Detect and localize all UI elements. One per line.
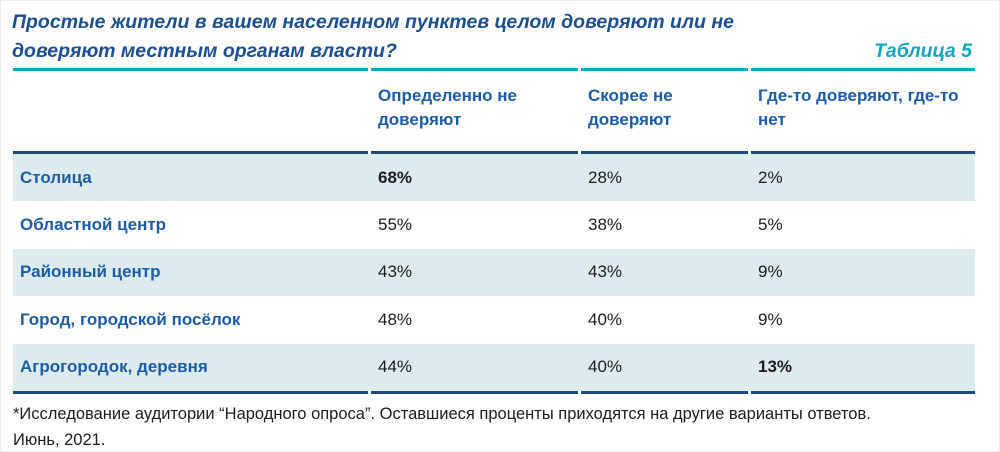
value-cell: 43%: [588, 262, 623, 282]
row-label: Столица: [20, 167, 92, 187]
title-line-2: доверяют местным органам власти?: [12, 40, 397, 62]
row-label: Город, городской посёлок: [20, 309, 241, 329]
value-cell: 40%: [588, 357, 623, 377]
value-cell: 5%: [758, 215, 783, 235]
row-label: Агрогородок, деревня: [20, 357, 208, 377]
rule-segment: [751, 390, 975, 394]
rule-segment: [371, 151, 578, 154]
rule-segment: [13, 390, 368, 394]
value-cell: 38%: [588, 215, 623, 235]
rule-segment: [581, 390, 748, 394]
column-header-empty: [13, 84, 368, 151]
table-row-regional-center: Областной центр 55% 38% 5%: [13, 201, 975, 248]
footnote: *Исследование аудитории “Народного опрос…: [13, 394, 972, 451]
title-divider-rule: [13, 68, 975, 71]
value-cell: 40%: [588, 309, 623, 329]
value-cell: 55%: [378, 215, 413, 235]
footnote-line-2: Июнь, 2021.: [13, 430, 106, 449]
value-cell: 9%: [758, 262, 783, 282]
row-label: Областной центр: [20, 215, 167, 235]
rule-segment: [371, 68, 578, 71]
table-row-town: Город, городской посёлок 48% 40% 9%: [13, 296, 975, 343]
rule-segment: [13, 151, 368, 154]
value-cell: 68%: [378, 167, 413, 187]
rule-segment: [581, 151, 748, 154]
table-row-village: Агрогородок, деревня 44% 40% 13%: [13, 343, 975, 391]
column-header-definitely-not: Определенно не доверяют: [378, 86, 517, 129]
question-title: Простые жители в вашем населенном пункте…: [12, 8, 972, 66]
footnote-line-1: *Исследование аудитории “Народного опрос…: [13, 404, 871, 423]
value-cell: 44%: [378, 357, 413, 377]
table-number-label: Таблица 5: [873, 40, 972, 62]
rule-segment: [751, 68, 975, 71]
table-bottom-rule: [13, 390, 975, 394]
rule-segment: [751, 151, 975, 154]
table-header-row: Определенно не доверяют Скорее не доверя…: [13, 71, 975, 151]
value-cell: 2%: [758, 167, 783, 187]
table-row-capital: Столица 68% 28% 2%: [13, 154, 975, 202]
rule-segment: [13, 68, 368, 71]
rule-segment: [581, 68, 748, 71]
header-bottom-rule: [13, 151, 975, 154]
column-header-rather-not: Скорее не доверяют: [588, 86, 673, 129]
row-label: Районный центр: [20, 262, 161, 282]
column-header-partly: Где-то доверяют, где-то нет: [758, 86, 959, 129]
rule-segment: [371, 390, 578, 394]
value-cell: 48%: [378, 309, 413, 329]
trust-table: Определенно не доверяют Скорее не доверя…: [12, 71, 975, 394]
value-cell: 43%: [378, 262, 413, 282]
table-row-district-center: Районный центр 43% 43% 9%: [13, 248, 975, 297]
value-cell: 13%: [758, 357, 793, 377]
value-cell: 28%: [588, 167, 623, 187]
value-cell: 9%: [758, 309, 783, 329]
title-line-1: Простые жители в вашем населенном пункте…: [12, 11, 734, 33]
